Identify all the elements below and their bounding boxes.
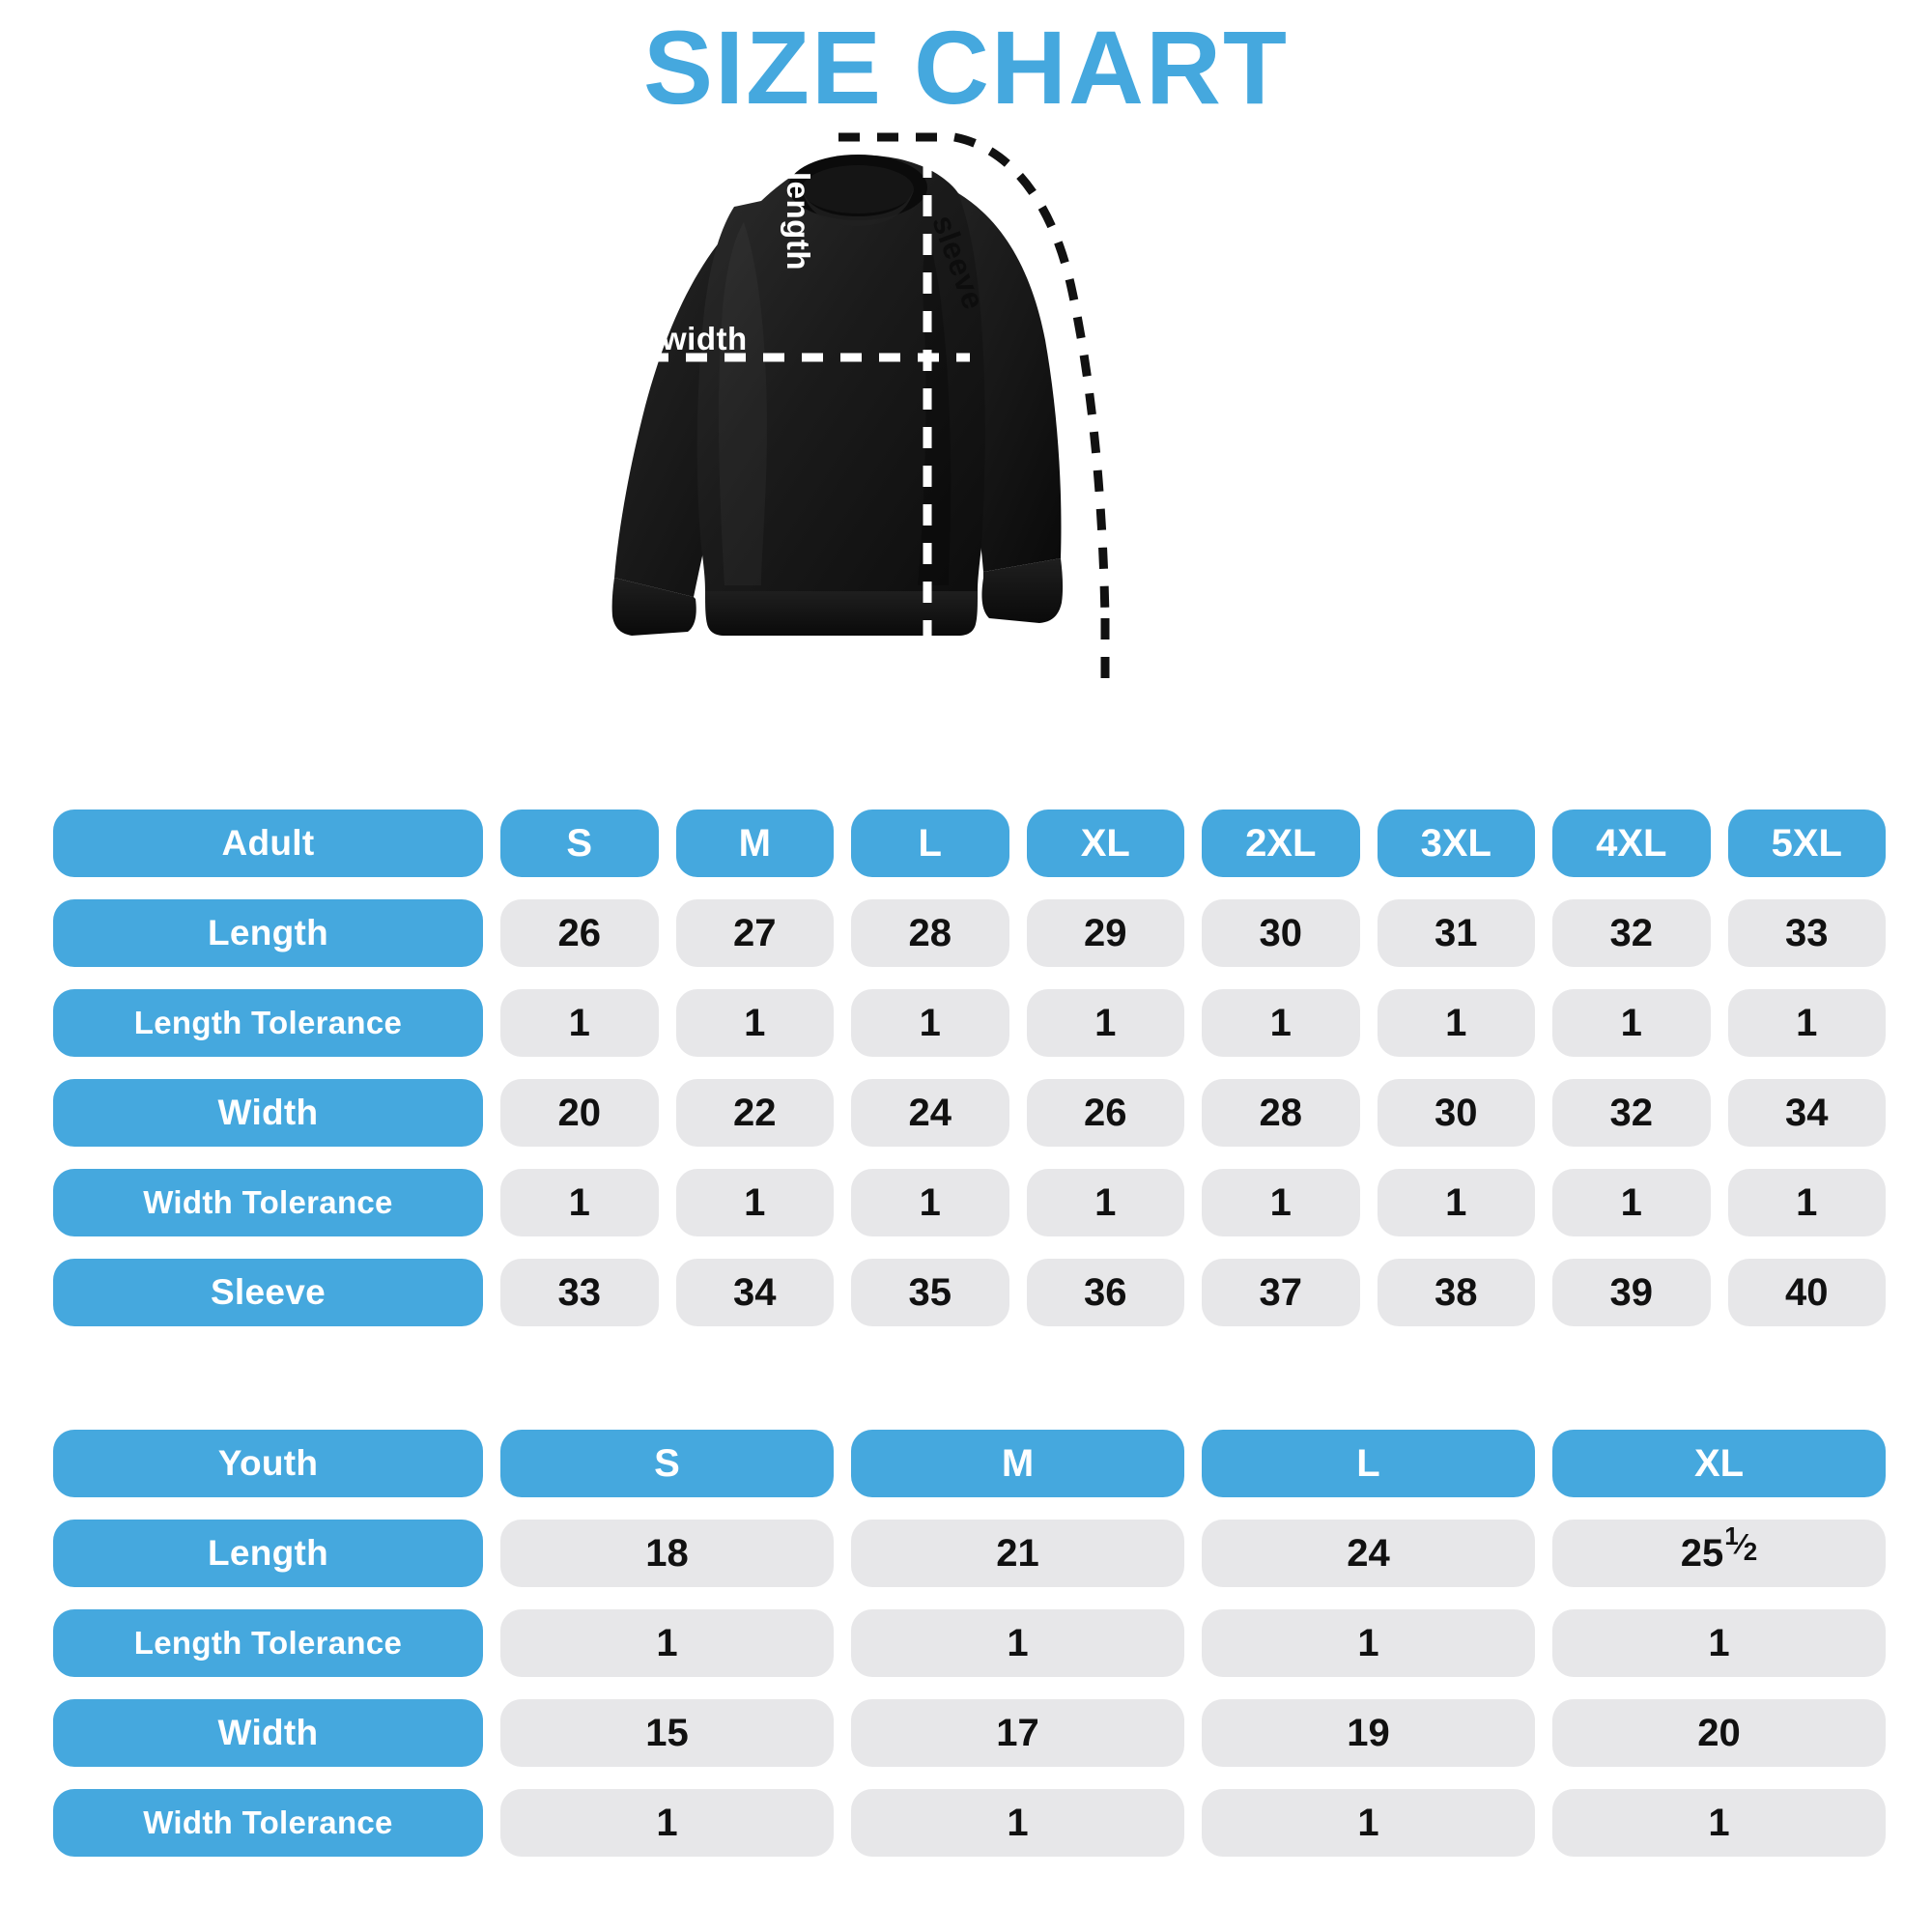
table-row: Length 26 27 28 29 30 31 32 33 <box>0 899 1932 967</box>
table-cell: 27 <box>675 899 834 967</box>
table-cell: 1 <box>1377 989 1535 1057</box>
adult-size-header-3xl: 3XL <box>1377 810 1535 877</box>
youth-size-table: Youth S M L XL Length 18 21 24 25 1⁄2 Length Tolera… <box>0 1430 1932 1879</box>
table-cell: 35 <box>851 1259 1009 1326</box>
sweatshirt-illustration <box>611 132 1110 678</box>
table-cell: 18 <box>500 1520 834 1587</box>
table-cell: 1 <box>675 989 834 1057</box>
adult-row-label-sleeve: Sleeve <box>53 1259 483 1326</box>
table-cell: 1 <box>1202 1609 1535 1677</box>
table-cell: 30 <box>1377 1079 1535 1147</box>
table-cell: 24 <box>1202 1520 1535 1587</box>
table-cell: 1 <box>675 1169 834 1236</box>
table-cell: 1 <box>1552 1789 1886 1857</box>
table-cell: 39 <box>1552 1259 1711 1326</box>
table-cell: 1 <box>851 1789 1184 1857</box>
table-row: Width Tolerance 1 1 1 1 1 1 1 1 <box>0 1169 1932 1236</box>
table-cell: 38 <box>1377 1259 1535 1326</box>
table-cell: 17 <box>851 1699 1184 1767</box>
table-cell: 1 <box>1026 1169 1184 1236</box>
table-cell: 1 <box>1202 1169 1360 1236</box>
table-cell: 1 <box>1552 1609 1886 1677</box>
adult-section-label: Adult <box>53 810 483 877</box>
adult-size-header-m: M <box>675 810 834 877</box>
youth-section-label: Youth <box>53 1430 483 1497</box>
table-row: Length Tolerance 1 1 1 1 <box>0 1609 1932 1677</box>
table-row: Width Tolerance 1 1 1 1 <box>0 1789 1932 1857</box>
table-cell: 32 <box>1552 899 1711 967</box>
table-cell: 1 <box>851 1609 1184 1677</box>
adult-row-label-width-tolerance: Width Tolerance <box>53 1169 483 1236</box>
adult-size-header-5xl: 5XL <box>1727 810 1886 877</box>
adult-header-row: Adult S M L XL 2XL 3XL 4XL 5XL <box>0 810 1932 877</box>
table-row: Length Tolerance 1 1 1 1 1 1 1 1 <box>0 989 1932 1057</box>
table-cell: 1 <box>1552 1169 1711 1236</box>
adult-row-label-width: Width <box>53 1079 483 1147</box>
table-cell: 22 <box>675 1079 834 1147</box>
table-row: Width 15 17 19 20 <box>0 1699 1932 1767</box>
table-cell: 15 <box>500 1699 834 1767</box>
youth-size-header-xl: XL <box>1552 1430 1886 1497</box>
table-cell: 26 <box>1026 1079 1184 1147</box>
table-cell: 30 <box>1202 899 1360 967</box>
adult-size-header-4xl: 4XL <box>1552 810 1711 877</box>
youth-size-header-l: L <box>1202 1430 1535 1497</box>
youth-size-header-m: M <box>851 1430 1184 1497</box>
adult-size-header-l: L <box>851 810 1009 877</box>
table-cell: 1 <box>1377 1169 1535 1236</box>
table-cell: 19 <box>1202 1699 1535 1767</box>
youth-row-label-length: Length <box>53 1520 483 1587</box>
page-title: SIZE CHART <box>643 9 1289 126</box>
table-row: Sleeve 33 34 35 36 37 38 39 40 <box>0 1259 1932 1326</box>
table-cell: 26 <box>500 899 659 967</box>
table-cell: 1 <box>1202 1789 1535 1857</box>
table-cell: 21 <box>851 1520 1184 1587</box>
table-cell: 32 <box>1552 1079 1711 1147</box>
table-cell: 33 <box>1727 899 1886 967</box>
table-cell: 1 <box>500 989 659 1057</box>
table-cell: 1 <box>851 989 1009 1057</box>
table-cell: 1 <box>1727 1169 1886 1236</box>
table-cell: 1 <box>500 1169 659 1236</box>
table-cell: 1 <box>500 1609 834 1677</box>
table-cell: 1 <box>500 1789 834 1857</box>
adult-size-header-xl: XL <box>1026 810 1184 877</box>
table-cell: 20 <box>500 1079 659 1147</box>
youth-row-label-width: Width <box>53 1699 483 1767</box>
adult-row-label-length-tolerance: Length Tolerance <box>53 989 483 1057</box>
table-cell: 1 <box>851 1169 1009 1236</box>
diagram-label-length: length <box>781 172 816 270</box>
table-cell: 29 <box>1026 899 1184 967</box>
table-cell: 36 <box>1026 1259 1184 1326</box>
table-cell: 1 <box>1202 989 1360 1057</box>
adult-size-header-2xl: 2XL <box>1202 810 1360 877</box>
table-row: Width 20 22 24 26 28 30 32 34 <box>0 1079 1932 1147</box>
table-cell: 34 <box>675 1259 834 1326</box>
adult-size-table: Adult S M L XL 2XL 3XL 4XL 5XL Length 26 27 28 29 30 31… <box>0 810 1932 1349</box>
table-cell: 1 <box>1026 989 1184 1057</box>
table-row: Length 18 21 24 25 1⁄2 <box>0 1520 1932 1587</box>
table-cell: 1 <box>1727 989 1886 1057</box>
youth-row-label-width-tolerance: Width Tolerance <box>53 1789 483 1857</box>
table-cell: 28 <box>1202 1079 1360 1147</box>
table-cell: 33 <box>500 1259 659 1326</box>
youth-row-label-length-tolerance: Length Tolerance <box>53 1609 483 1677</box>
table-cell: 31 <box>1377 899 1535 967</box>
diagram-label-width: width <box>662 321 748 356</box>
youth-header-row: Youth S M L XL <box>0 1430 1932 1497</box>
table-cell: 25 1⁄2 <box>1552 1520 1886 1587</box>
table-cell: 28 <box>851 899 1009 967</box>
table-cell: 1 <box>1552 989 1711 1057</box>
table-cell: 34 <box>1727 1079 1886 1147</box>
adult-size-header-s: S <box>500 810 659 877</box>
table-cell: 24 <box>851 1079 1009 1147</box>
table-cell: 37 <box>1202 1259 1360 1326</box>
youth-size-header-s: S <box>500 1430 834 1497</box>
adult-row-label-length: Length <box>53 899 483 967</box>
table-cell: 20 <box>1552 1699 1886 1767</box>
table-cell: 40 <box>1727 1259 1886 1326</box>
garment-diagram: width length sleeve <box>599 116 1352 792</box>
